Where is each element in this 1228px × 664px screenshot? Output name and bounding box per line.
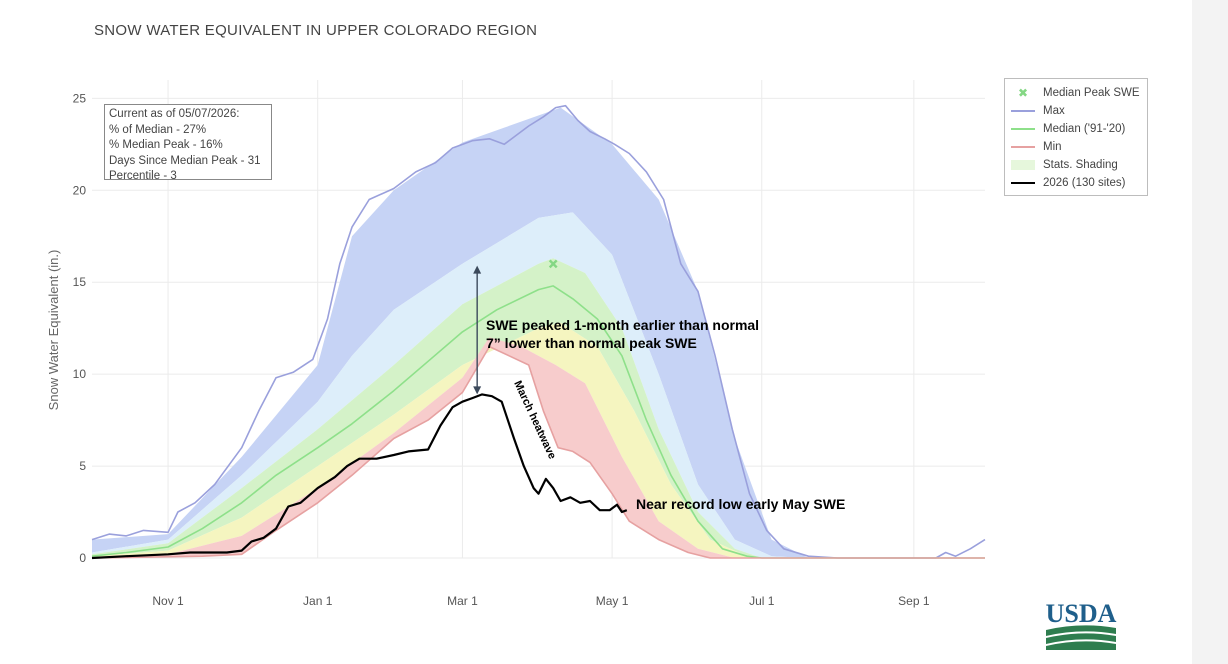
legend-item-min[interactable]: Min xyxy=(1011,141,1062,153)
usda-logo-text: USDA xyxy=(1046,599,1117,628)
line-swatch-icon xyxy=(1011,178,1035,188)
series-line xyxy=(91,104,986,559)
x-tick-label: Jul 1 xyxy=(749,594,775,608)
annotation-record-low: Near record low early May SWE xyxy=(636,496,846,512)
series-line xyxy=(91,345,985,559)
y-tick-label: 25 xyxy=(73,91,87,105)
status-info-box: Current as of 05/07/2026: % of Median - … xyxy=(104,104,272,182)
annotation-line: 7” lower than normal peak SWE xyxy=(486,335,697,351)
legend-label: Min xyxy=(1043,141,1062,153)
status-line: % of Median - 27% xyxy=(109,123,207,136)
chart-legend: ✖ Median Peak SWE Max Median ('91-'20) Mi… xyxy=(1004,78,1148,196)
legend-item-stats-shading[interactable]: Stats. Shading xyxy=(1011,159,1118,171)
fill-swatch-icon xyxy=(1011,159,1035,170)
shading-band xyxy=(92,337,985,558)
usda-logo: USDA xyxy=(1046,599,1117,650)
x-tick-label: Nov 1 xyxy=(152,594,184,608)
line-swatch-icon xyxy=(1011,106,1035,116)
y-tick-label: 20 xyxy=(73,183,87,197)
x-tick-label: Sep 1 xyxy=(898,594,930,608)
status-line: Days Since Median Peak - 31 xyxy=(109,154,261,167)
x-tick-label: Jan 1 xyxy=(303,594,333,608)
series-lines xyxy=(91,104,986,560)
right-edge-strip xyxy=(1192,0,1228,664)
line-swatch-icon xyxy=(1011,124,1035,134)
legend-label: Stats. Shading xyxy=(1043,159,1118,171)
y-tick-label: 15 xyxy=(73,275,87,289)
status-line: % Median Peak - 16% xyxy=(109,139,223,151)
y-tick-label: 10 xyxy=(73,367,87,381)
arrow-head-up xyxy=(473,265,482,274)
series-line xyxy=(91,285,985,559)
axis-ticks: 0 5 10 15 20 25 Nov 1 Jan 1 Mar 1 May 1 Jul 1 Sep 1 xyxy=(73,91,930,608)
annotation-line: SWE peaked 1-month earlier than normal xyxy=(486,317,760,333)
series-line xyxy=(91,393,628,560)
legend-item-max[interactable]: Max xyxy=(1011,105,1065,117)
legend-item-median[interactable]: Median ('91-'20) xyxy=(1011,123,1125,135)
x-tick-label: Mar 1 xyxy=(447,594,478,608)
status-line: Current as of 05/07/2026: xyxy=(109,108,240,120)
line-swatch-icon xyxy=(1011,142,1035,152)
y-tick-label: 0 xyxy=(79,551,86,565)
legend-label: Median ('91-'20) xyxy=(1043,123,1126,135)
y-axis-label: Snow Water Equivalent (in.) xyxy=(46,250,61,411)
stats-shading-bands xyxy=(92,107,985,558)
arrow-head-down xyxy=(473,386,482,395)
legend-label: 2026 (130 sites) xyxy=(1043,177,1126,189)
y-tick-label: 5 xyxy=(79,459,86,473)
legend-label: Max xyxy=(1043,105,1065,117)
chart-title: SNOW WATER EQUIVALENT IN UPPER COLORADO … xyxy=(94,22,538,39)
legend-label: Median Peak SWE xyxy=(1043,87,1140,99)
x-tick-label: May 1 xyxy=(596,594,629,608)
median-peak-marker xyxy=(548,259,558,269)
legend-item-median-peak[interactable]: ✖ Median Peak SWE xyxy=(1011,87,1140,99)
shading-band xyxy=(92,107,985,558)
shading-band xyxy=(92,258,985,558)
status-line: Percentile - 3 xyxy=(109,170,177,182)
legend-item-2026[interactable]: 2026 (130 sites) xyxy=(1011,177,1125,189)
x-marker-icon: ✖ xyxy=(1017,85,1029,100)
annotation-early-peak: SWE peaked 1-month earlier than normal 7… xyxy=(486,316,759,352)
